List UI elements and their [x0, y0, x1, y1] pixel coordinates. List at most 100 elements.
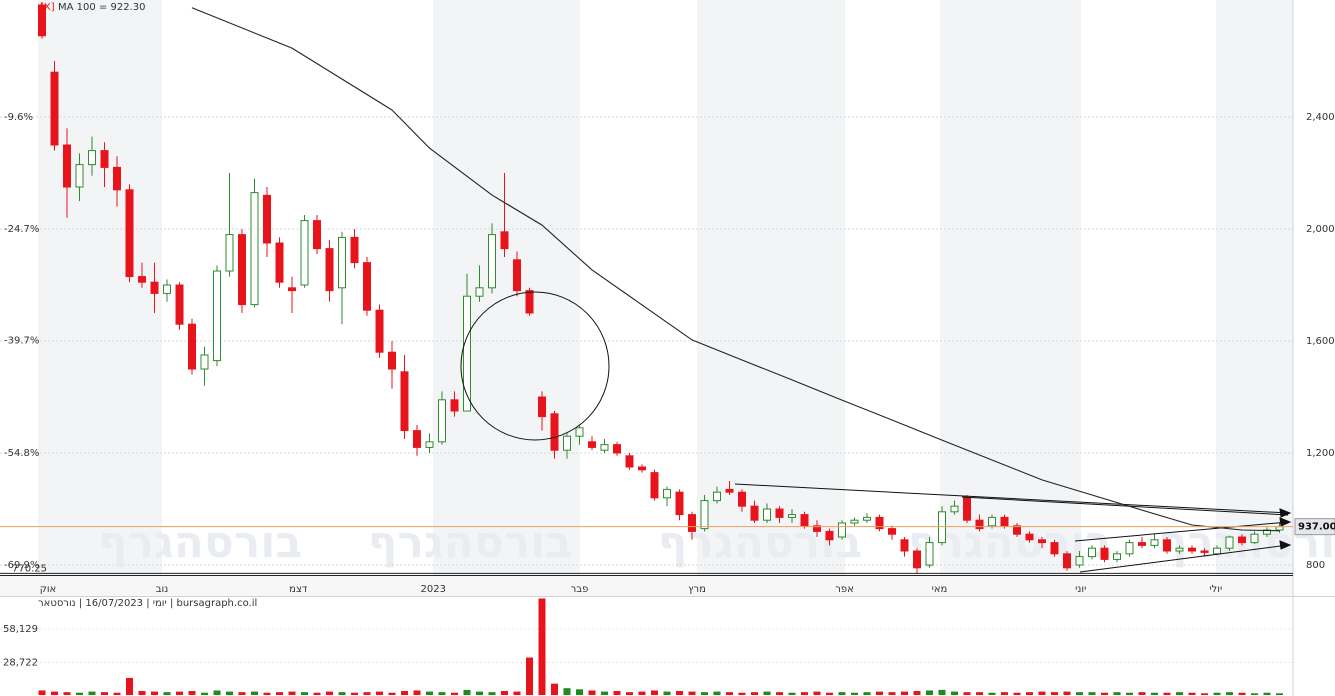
candle-body — [575, 427, 584, 437]
candle-body — [988, 516, 996, 527]
volume-bar — [1101, 692, 1108, 695]
candle-body — [488, 234, 496, 289]
volume-bar — [576, 689, 583, 695]
volume-bar — [801, 692, 808, 695]
candle-body — [1038, 539, 1046, 544]
candle-body — [900, 539, 909, 552]
watermarks: בורסהגרףבורסהגרףבורסהגרףבורסהגרףבורסהגרף — [98, 517, 1335, 568]
volume-bar — [113, 692, 121, 695]
volume-bar — [663, 691, 671, 695]
candle-body — [200, 354, 209, 370]
candle-body — [413, 430, 421, 448]
volume-bar — [76, 692, 83, 695]
volume-bar — [963, 692, 971, 695]
volume-bar — [476, 691, 483, 695]
volume-bar — [351, 692, 358, 695]
candle-body — [150, 281, 159, 294]
volume-tick-label: 28,722 — [3, 657, 38, 668]
volume-bar — [263, 692, 271, 695]
volume-bar — [326, 691, 333, 695]
x-axis-strip — [0, 575, 1293, 596]
volume-bar — [88, 691, 96, 695]
last-price-label: 937.00 — [1298, 522, 1335, 533]
candle-body — [125, 189, 134, 278]
volume-bar — [601, 691, 608, 695]
volume-bar — [863, 692, 871, 695]
candle-body — [925, 542, 934, 566]
candle-body — [613, 444, 621, 454]
volume-bar — [1176, 692, 1183, 695]
ma-line — [191, 7, 1280, 532]
volume-bar — [563, 688, 571, 695]
candle-body — [425, 441, 434, 448]
volume-bar — [1063, 691, 1071, 695]
candle-body — [75, 164, 84, 188]
volume-bar — [1213, 692, 1221, 695]
volume-bar — [126, 677, 133, 695]
volume-bar — [651, 690, 658, 695]
x-tick-label: אפר — [835, 584, 854, 595]
candle-body — [588, 441, 596, 448]
y2-tick-label: -9.6% — [4, 112, 33, 123]
volume-bar — [151, 691, 158, 695]
candle-body — [813, 525, 821, 532]
volume-bar — [1188, 692, 1196, 695]
volume-bar — [763, 691, 771, 695]
candle-body — [975, 519, 984, 530]
candle-body — [888, 528, 896, 535]
volume-bar — [588, 690, 596, 695]
candle-body — [1275, 526, 1284, 531]
candle-body — [1250, 533, 1259, 544]
volume-bar — [813, 691, 821, 695]
volume-bar — [1088, 692, 1096, 695]
x-tick-label: מרץ — [688, 584, 706, 595]
low-label: 770.25 — [12, 563, 47, 574]
candle-body — [863, 516, 871, 521]
drawings — [460, 291, 1292, 573]
volume-bar — [488, 692, 496, 695]
volume-bar — [1201, 693, 1208, 695]
candle-body — [263, 194, 271, 244]
candle-body — [438, 399, 446, 443]
volume-bar — [901, 691, 908, 695]
x-tick-label: יולי — [1209, 584, 1222, 595]
volume-bar — [388, 692, 396, 695]
candle-body — [850, 519, 859, 524]
volume-bar — [626, 692, 633, 695]
candle-body — [1125, 542, 1134, 555]
candle-body — [325, 248, 334, 292]
candle-body — [1113, 553, 1121, 560]
candle-body — [300, 220, 309, 286]
candles — [38, 2, 1284, 695]
x-tick-label: אוק — [40, 584, 57, 595]
candle-body — [63, 144, 71, 188]
volume-bar — [238, 692, 246, 695]
volume-bar — [913, 691, 921, 695]
y-tick-label: 2,400 — [1306, 112, 1335, 123]
candle-body — [375, 309, 384, 353]
volume-bar — [988, 692, 996, 695]
volume-bar — [251, 691, 258, 695]
volume-bar — [613, 691, 621, 695]
y2-tick-label: -54.8% — [4, 448, 39, 459]
volume-bar — [1151, 692, 1158, 695]
candle-body — [250, 192, 259, 306]
volume-bar — [463, 689, 471, 695]
volume-bar — [676, 691, 683, 695]
candle-body — [750, 505, 759, 521]
candle-body — [1238, 536, 1246, 544]
candle-body — [225, 234, 234, 272]
volume-bar — [1226, 692, 1233, 695]
y2-tick-label: -24.7% — [4, 224, 39, 235]
candle-body — [275, 242, 284, 283]
volume-bar — [176, 691, 183, 695]
legend-close[interactable]: [X] — [40, 2, 55, 13]
x-tick-label: פבר — [571, 584, 589, 595]
candle-body — [600, 444, 609, 451]
candle-body — [1200, 550, 1209, 553]
y-tick-label: 1,600 — [1306, 336, 1335, 347]
candle-body — [1150, 539, 1159, 546]
candle-body — [1075, 556, 1084, 566]
volume-bar — [63, 692, 71, 695]
candle-body — [650, 472, 659, 499]
